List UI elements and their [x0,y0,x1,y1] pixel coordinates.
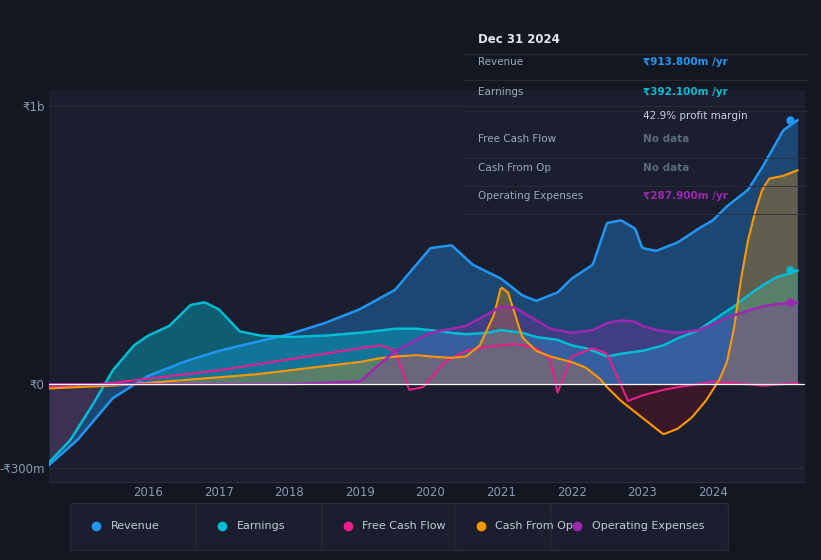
FancyBboxPatch shape [71,503,204,550]
Text: Earnings: Earnings [237,521,286,531]
Text: Free Cash Flow: Free Cash Flow [478,134,556,144]
Text: Operating Expenses: Operating Expenses [478,191,583,201]
Text: Free Cash Flow: Free Cash Flow [363,521,446,531]
FancyBboxPatch shape [455,503,566,550]
Text: Cash From Op: Cash From Op [478,162,551,172]
Text: No data: No data [643,134,690,144]
Text: Revenue: Revenue [478,57,523,67]
FancyBboxPatch shape [322,503,462,550]
Text: Cash From Op: Cash From Op [496,521,573,531]
Text: No data: No data [643,162,690,172]
Text: ₹287.900m /yr: ₹287.900m /yr [643,191,728,201]
FancyBboxPatch shape [551,503,728,550]
Text: ₹392.100m /yr: ₹392.100m /yr [643,87,728,97]
Text: Operating Expenses: Operating Expenses [591,521,704,531]
Text: ₹913.800m /yr: ₹913.800m /yr [643,57,728,67]
Text: Dec 31 2024: Dec 31 2024 [478,33,560,46]
Text: Earnings: Earnings [478,87,523,97]
FancyBboxPatch shape [196,503,329,550]
Text: 42.9% profit margin: 42.9% profit margin [643,111,748,121]
Text: Revenue: Revenue [112,521,160,531]
